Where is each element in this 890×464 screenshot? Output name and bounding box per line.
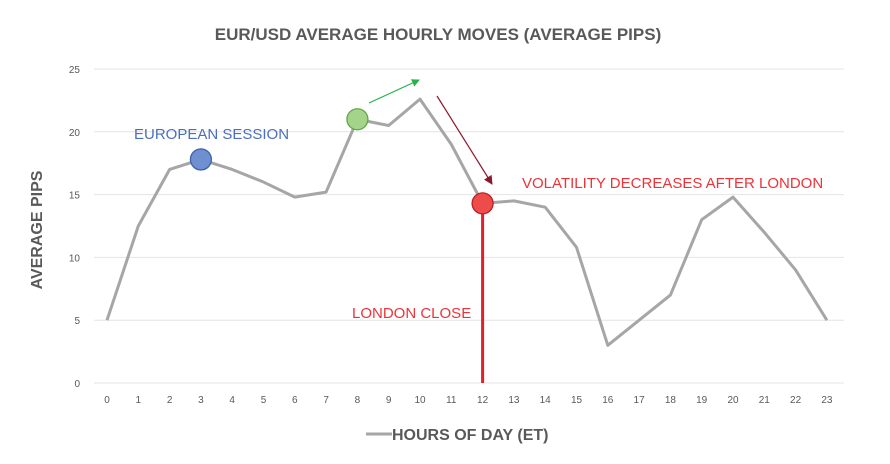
x-tick-label: 3 — [198, 395, 204, 406]
y-axis-ticks: 0 5 10 15 20 25 — [69, 65, 81, 390]
x-tick-label: 11 — [446, 395, 457, 406]
x-tick-label: 16 — [602, 395, 614, 406]
x-tick-label: 6 — [292, 395, 298, 406]
x-tick-label: 14 — [540, 395, 552, 406]
highlight-marker — [346, 108, 369, 131]
x-tick-label: 15 — [571, 395, 583, 406]
volatility-annotation: VOLATILITY DECREASES AFTER LONDON — [522, 175, 823, 192]
highlight-marker — [189, 148, 213, 171]
london-close-annotation: LONDON CLOSE — [352, 305, 471, 322]
x-tick-label: 9 — [386, 395, 392, 406]
x-tick-label: 23 — [821, 395, 833, 406]
uptrend-arrow — [368, 79, 420, 104]
y-tick-label: 15 — [69, 191, 81, 202]
x-axis-title: HOURS OF DAY (ET) — [392, 427, 548, 444]
marker-layer — [189, 108, 494, 215]
x-tick-label: 0 — [104, 395, 110, 406]
chart-title: EUR/USD AVERAGE HOURLY MOVES (AVERAGE PI… — [215, 25, 661, 44]
y-tick-label: 0 — [74, 379, 80, 390]
x-tick-label: 20 — [727, 395, 739, 406]
x-tick-label: 21 — [759, 395, 771, 406]
y-tick-label: 5 — [74, 316, 80, 327]
x-tick-label: 22 — [790, 395, 802, 406]
x-tick-label: 12 — [477, 395, 489, 406]
x-tick-label: 2 — [167, 395, 173, 406]
y-tick-label: 20 — [69, 128, 81, 139]
series-layer — [105, 97, 829, 383]
y-tick-label: 10 — [69, 253, 81, 264]
x-tick-label: 5 — [261, 395, 267, 406]
x-tick-label: 1 — [136, 395, 142, 406]
x-tick-label: 19 — [696, 395, 708, 406]
x-tick-label: 17 — [634, 395, 646, 406]
x-tick-label: 8 — [355, 395, 361, 406]
downtrend-arrow — [436, 95, 493, 185]
gridlines — [94, 68, 844, 384]
x-tick-label: 13 — [508, 395, 520, 406]
x-tick-label: 10 — [414, 395, 426, 406]
y-axis-title: AVERAGE PIPS — [29, 170, 46, 289]
highlight-marker — [471, 192, 494, 215]
series-line — [105, 97, 829, 347]
y-tick-label: 25 — [69, 65, 81, 76]
european-session-annotation: EUROPEAN SESSION — [134, 126, 289, 143]
x-axis-ticks: 0 1 2 3 4 5 6 7 8 9 10 11 12 13 14 15 16 17 18 19 20 21 22 23 — [104, 395, 833, 406]
x-tick-label: 18 — [665, 395, 677, 406]
x-tick-label: 4 — [229, 395, 235, 406]
x-tick-label: 7 — [323, 395, 329, 406]
